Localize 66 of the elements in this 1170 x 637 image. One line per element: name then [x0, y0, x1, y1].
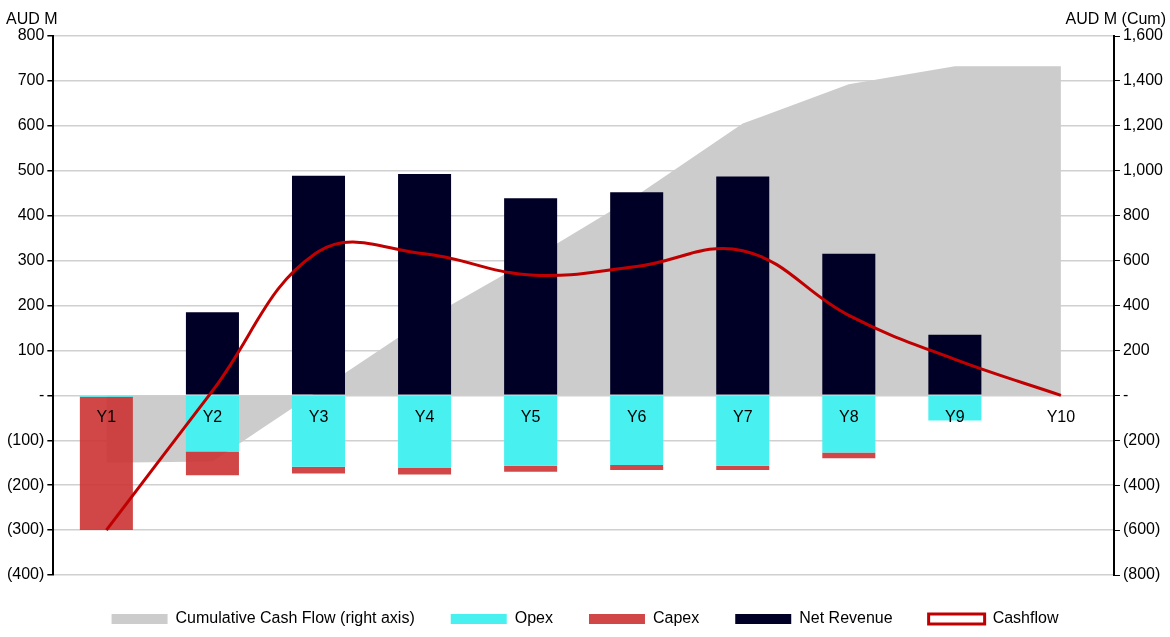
bar	[610, 464, 664, 470]
bar	[716, 176, 770, 395]
bar	[291, 175, 346, 395]
y-tick-label: -	[39, 385, 45, 403]
bar	[504, 465, 558, 472]
bar	[398, 396, 452, 469]
bar	[822, 396, 876, 453]
x-tick-label: Y8	[839, 407, 859, 425]
y2-tick-label: (400)	[1122, 475, 1161, 493]
y-tick-label: 500	[17, 161, 45, 179]
y2-tick-label: (800)	[1122, 565, 1161, 583]
y2-axis-title: AUD M (Cum)	[1065, 10, 1166, 28]
bar	[185, 451, 239, 476]
bar	[822, 452, 876, 459]
x-tick-label: Y5	[520, 407, 541, 425]
bar	[185, 396, 239, 452]
y-tick-label: 300	[17, 250, 45, 268]
y-tick-label: (200)	[6, 475, 45, 493]
bar	[398, 173, 452, 395]
bar	[398, 468, 452, 475]
y2-tick-label: (200)	[1122, 430, 1161, 448]
bar	[610, 396, 664, 465]
legend-label: Capex	[652, 609, 700, 627]
x-tick-label: Y6	[626, 407, 647, 425]
y2-tick-label: 800	[1122, 206, 1150, 224]
y-tick-label: 600	[17, 116, 45, 134]
bar	[79, 396, 133, 531]
bar	[928, 334, 982, 395]
x-tick-label: Y3	[308, 407, 329, 425]
bar	[716, 396, 770, 466]
y2-tick-label: 400	[1122, 295, 1150, 313]
x-tick-label: Y7	[732, 407, 753, 425]
bar	[504, 198, 558, 395]
legend-label: Opex	[514, 609, 553, 627]
bar	[716, 465, 770, 470]
y2-tick-label: 1,400	[1122, 71, 1164, 89]
y-tick-label: 200	[17, 295, 45, 313]
bar	[185, 312, 239, 395]
y-tick-label: (300)	[6, 520, 45, 538]
y2-tick-label: -	[1122, 385, 1129, 403]
y-tick-label: 100	[17, 340, 45, 358]
legend-label: Net Revenue	[799, 609, 893, 627]
bar	[928, 396, 982, 421]
y-tick-label: (400)	[6, 565, 45, 583]
y2-tick-label: 1,600	[1122, 26, 1164, 44]
y-tick-label: 400	[17, 206, 45, 224]
y-tick-label: 700	[17, 71, 45, 89]
y-tick-label: 800	[17, 26, 45, 44]
legend-label: Cumulative Cash Flow (right axis)	[175, 609, 415, 627]
y2-tick-label: 1,000	[1122, 161, 1164, 179]
bar	[504, 396, 558, 466]
x-tick-label: Y10	[1046, 407, 1076, 425]
y2-tick-label: 1,200	[1122, 116, 1164, 134]
y2-tick-label: (600)	[1122, 520, 1161, 538]
x-tick-label: Y9	[945, 407, 965, 425]
bar	[291, 396, 346, 467]
y-tick-label: (100)	[6, 430, 45, 448]
y2-tick-label: 600	[1122, 250, 1150, 268]
y-axis-title: AUD M	[6, 10, 58, 28]
x-tick-label: Y4	[414, 407, 435, 425]
bar	[822, 253, 876, 395]
y2-tick-label: 200	[1122, 340, 1150, 358]
legend-label: Cashflow	[992, 609, 1059, 627]
x-tick-label: Y2	[202, 407, 223, 425]
x-tick-label: Y1	[96, 407, 117, 425]
bar	[610, 192, 664, 395]
